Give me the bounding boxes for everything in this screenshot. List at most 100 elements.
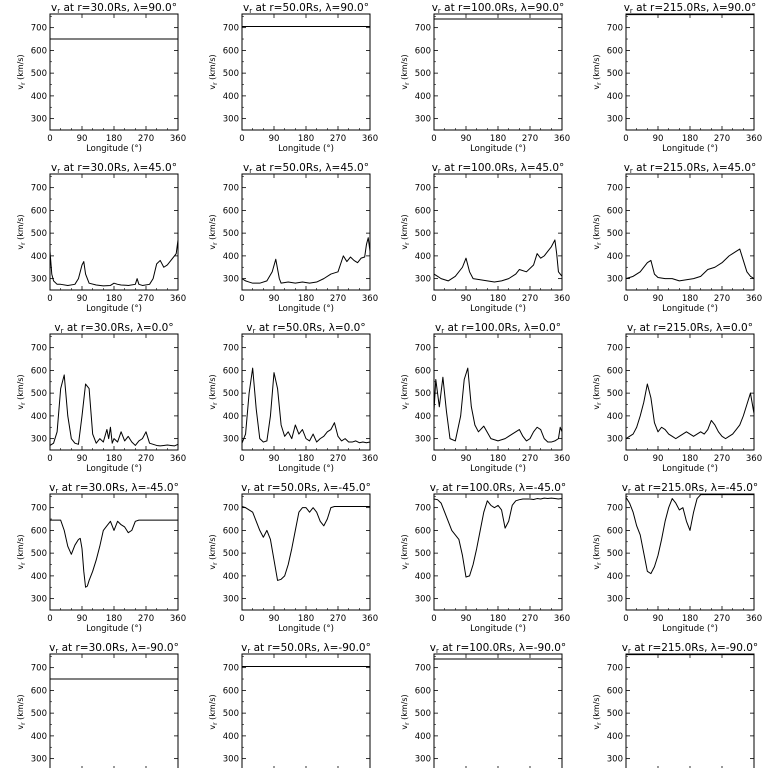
- x-axis-label: Longitude (°): [86, 464, 142, 474]
- x-tick-label: 90: [653, 294, 664, 304]
- y-tick-label: 500: [607, 229, 623, 239]
- x-tick-label: 90: [461, 134, 472, 144]
- panel-title: vr at r=215.0Rs, λ=90.0°: [624, 2, 757, 15]
- x-tick-label: 360: [554, 454, 570, 464]
- y-tick-label: 300: [607, 435, 623, 445]
- y-tick-label: 600: [31, 46, 47, 56]
- y-tick-label: 300: [607, 115, 623, 125]
- y-tick-label: 600: [223, 206, 239, 216]
- plot-frame: [49, 653, 179, 771]
- y-tick-label: 400: [31, 732, 47, 742]
- x-tick-label: 360: [362, 294, 378, 304]
- x-tick-label: 180: [106, 294, 122, 304]
- x-tick-label: 90: [461, 454, 472, 464]
- plot-frame: [241, 333, 371, 451]
- x-axis-label: Longitude (°): [662, 464, 718, 474]
- panel-r50.0-lat45.0: vr at r=50.0Rs, λ=45.0° 0 90 180 270 360 300 40…: [208, 162, 378, 314]
- plot-frame: [241, 493, 371, 611]
- x-tick-label: 360: [170, 614, 186, 624]
- y-tick-label: 300: [607, 595, 623, 605]
- x-tick-label: 0: [623, 134, 628, 144]
- x-tick-label: 360: [746, 134, 762, 144]
- plot-frame: [49, 173, 179, 291]
- x-tick-label: 360: [554, 134, 570, 144]
- y-axis-label: vr (km/s): [16, 54, 27, 89]
- panel-r215.0-lat-90.0: vr at r=215.0Rs, λ=-90.0°090180270360300…: [592, 642, 758, 771]
- y-tick-label: 300: [31, 275, 47, 285]
- x-tick-label: 180: [682, 294, 698, 304]
- y-tick-label: 600: [223, 366, 239, 376]
- x-axis-label: Longitude (°): [278, 464, 334, 474]
- y-tick-label: 600: [415, 46, 431, 56]
- y-tick-label: 600: [223, 46, 239, 56]
- x-tick-label: 180: [106, 454, 122, 464]
- series-line: [433, 497, 563, 578]
- x-tick-label: 270: [330, 294, 346, 304]
- y-tick-label: 400: [415, 732, 431, 742]
- y-tick-label: 700: [31, 504, 47, 514]
- y-tick-label: 300: [223, 595, 239, 605]
- y-tick-label: 600: [415, 526, 431, 536]
- y-tick-label: 500: [607, 549, 623, 559]
- y-tick-label: 600: [31, 206, 47, 216]
- y-tick-label: 500: [223, 549, 239, 559]
- x-tick-label: 270: [138, 454, 154, 464]
- panel-title: vr at r=215.0Rs, λ=-90.0°: [622, 642, 758, 655]
- plot-frame: [625, 493, 755, 611]
- panel-title: vr at r=50.0Rs, λ=90.0°: [243, 2, 369, 15]
- y-axis-label: vr (km/s): [16, 374, 27, 409]
- y-tick-label: 300: [415, 115, 431, 125]
- y-tick-label: 700: [415, 504, 431, 514]
- series-line: [241, 367, 371, 444]
- panel-r30.0-lat45.0: vr at r=30.0Rs, λ=45.0° 0 90 180 270 360 300 40…: [16, 162, 186, 314]
- x-tick-label: 360: [554, 294, 570, 304]
- y-tick-label: 600: [415, 686, 431, 696]
- y-tick-label: 700: [415, 184, 431, 194]
- y-tick-label: 500: [223, 709, 239, 719]
- y-tick-label: 400: [415, 412, 431, 422]
- y-tick-label: 700: [223, 24, 239, 34]
- y-tick-label: 600: [607, 686, 623, 696]
- x-axis-label: Longitude (°): [278, 624, 334, 634]
- panel-title: vr at r=100.0Rs, λ=45.0°: [432, 162, 565, 175]
- x-axis-label: Longitude (°): [470, 624, 526, 634]
- y-axis-label: vr (km/s): [16, 694, 27, 729]
- y-tick-label: 500: [415, 69, 431, 79]
- panel-r30.0-lat-45.0: vr at r=30.0Rs, λ=-45.0° 0 90 180 270 360 300 4…: [16, 482, 186, 634]
- y-tick-label: 700: [415, 664, 431, 674]
- x-tick-label: 270: [714, 614, 730, 624]
- y-tick-label: 500: [415, 389, 431, 399]
- x-tick-label: 0: [47, 294, 52, 304]
- panel-r30.0-lat90.0: vr at r=30.0Rs, λ=90.0° 0 90 180 270 360 300 40…: [16, 2, 186, 154]
- y-tick-label: 300: [415, 755, 431, 765]
- y-tick-label: 300: [415, 435, 431, 445]
- y-tick-label: 500: [415, 229, 431, 239]
- x-axis-label: Longitude (°): [278, 144, 334, 154]
- y-tick-label: 400: [607, 732, 623, 742]
- y-tick-label: 400: [607, 92, 623, 102]
- y-axis-label: vr (km/s): [592, 54, 603, 89]
- panel-title: vr at r=30.0Rs, λ=90.0°: [51, 2, 177, 15]
- y-tick-label: 700: [607, 344, 623, 354]
- y-axis-label: vr (km/s): [592, 374, 603, 409]
- series-line: [433, 239, 563, 283]
- y-tick-label: 700: [223, 504, 239, 514]
- y-tick-label: 500: [223, 389, 239, 399]
- x-tick-label: 270: [522, 294, 538, 304]
- x-tick-label: 270: [330, 454, 346, 464]
- y-tick-label: 700: [31, 24, 47, 34]
- panel-r30.0-lat-90.0: vr at r=30.0Rs, λ=-90.0°0901802703603004…: [16, 642, 179, 771]
- y-tick-label: 500: [607, 709, 623, 719]
- x-tick-label: 270: [522, 454, 538, 464]
- panel-title: vr at r=50.0Rs, λ=-45.0°: [241, 482, 371, 495]
- x-tick-label: 0: [239, 134, 244, 144]
- x-tick-label: 90: [77, 614, 88, 624]
- y-tick-label: 500: [223, 69, 239, 79]
- series-line: [433, 367, 563, 443]
- x-axis-label: Longitude (°): [86, 624, 142, 634]
- y-tick-label: 500: [223, 229, 239, 239]
- panel-r100.0-lat45.0: vr at r=100.0Rs, λ=45.0° 0 90 180 270 360 300 4…: [400, 162, 570, 314]
- y-tick-label: 500: [31, 709, 47, 719]
- y-tick-label: 300: [31, 595, 47, 605]
